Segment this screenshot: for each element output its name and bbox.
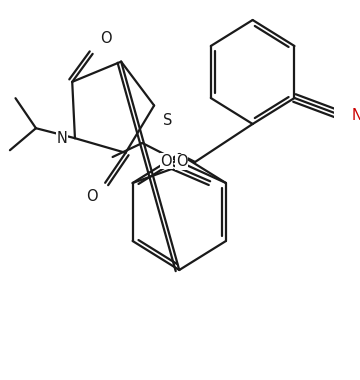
Text: N: N: [352, 109, 360, 124]
Text: O: O: [176, 155, 188, 169]
Text: O: O: [161, 154, 172, 168]
Text: O: O: [86, 189, 98, 204]
Text: N: N: [57, 131, 68, 146]
Text: S: S: [163, 114, 173, 128]
Text: O: O: [100, 31, 112, 46]
